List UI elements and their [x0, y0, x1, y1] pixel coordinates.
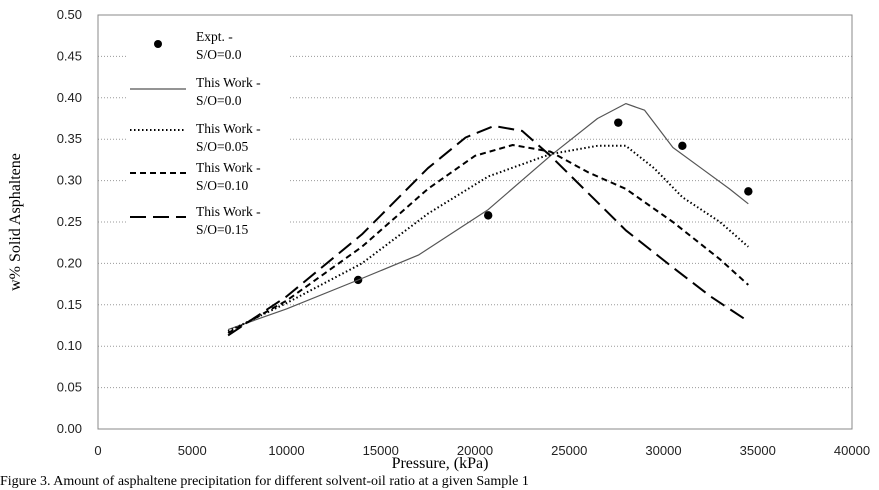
y-tick-label: 0.00 [57, 421, 82, 436]
y-tick-label: 0.45 [57, 48, 82, 63]
series-line-2 [227, 103, 749, 331]
y-tick-label: 0.10 [57, 338, 82, 353]
figure-caption: Figure 3. Amount of asphaltene precipita… [0, 474, 529, 489]
x-tick-label: 5000 [178, 443, 207, 458]
series-group [227, 103, 753, 337]
legend-label-series-5-line-2: S/O=0.15 [196, 222, 248, 237]
x-tick-label: 30000 [645, 443, 681, 458]
y-tick-label: 0.35 [57, 131, 82, 146]
legend-label-series-2-line-2: S/O=0.0 [196, 93, 242, 108]
legend-label-series-1-line-2: S/O=0.0 [196, 47, 242, 62]
series-line-3 [227, 144, 749, 333]
legend-label-series-5-line-1: This Work - [196, 204, 261, 219]
x-tick-label: 35000 [740, 443, 776, 458]
x-tick-label: 0 [94, 443, 101, 458]
legend-label-series-3-line-2: S/O=0.05 [196, 139, 248, 154]
x-axis-title: Pressure, (kPa) [392, 455, 489, 472]
y-tick-label: 0.15 [57, 297, 82, 312]
legend-label-series-4-line-2: S/O=0.10 [196, 178, 248, 193]
plot-frame [97, 14, 853, 430]
y-axis-title: w% Solid Asphaltene [7, 153, 24, 291]
x-tick-label: 25000 [551, 443, 587, 458]
expt-point-2 [483, 211, 493, 220]
legend-marker-expt [154, 40, 162, 48]
expt-point-5 [744, 187, 753, 196]
x-tick-label: 10000 [268, 443, 304, 458]
legend-label-series-1-line-1: Expt. - [196, 29, 233, 44]
legend-label-series-4-line-1: This Work - [196, 160, 261, 175]
x-tick-label: 15000 [363, 443, 399, 458]
x-tick-labels: 0 5000 10000 15000 20000 25000 30000 35000 40000 [94, 443, 870, 458]
y-tick-label: 0.50 [57, 7, 82, 22]
y-tick-label: 0.30 [57, 173, 82, 188]
expt-point-4 [678, 141, 687, 151]
x-tick-label: 40000 [834, 443, 870, 458]
y-tick-label: 0.05 [57, 380, 82, 395]
x-tick-label: 20000 [457, 443, 493, 458]
chart: 0.00 0.05 0.10 0.15 0.20 0.25 0.30 0.35 0.40 0.45… [7, 7, 870, 472]
y-tick-label: 0.20 [57, 255, 82, 270]
series-line-5 [227, 125, 749, 337]
y-tick-label: 0.25 [57, 214, 82, 229]
expt-point-3 [614, 118, 623, 127]
legend-label-series-3-line-1: This Work - [196, 121, 261, 136]
y-tick-labels: 0.00 0.05 0.10 0.15 0.20 0.25 0.30 0.35 0.40 0.45… [57, 7, 82, 436]
y-tick-label: 0.40 [57, 90, 82, 105]
legend-box [128, 18, 288, 246]
legend-label-series-2-line-1: This Work - [196, 75, 261, 90]
legend: Expt. - S/O=0.0 This Work - S/O=0.0 This… [128, 18, 288, 246]
series-line-4 [227, 144, 749, 334]
